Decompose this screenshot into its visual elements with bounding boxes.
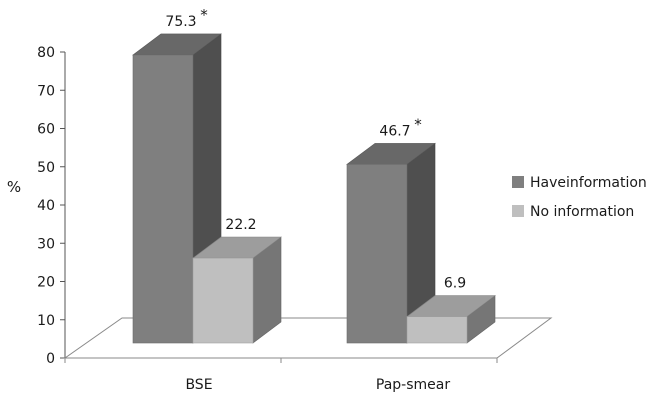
y-tick-label: 50 [37, 160, 55, 176]
y-tick-label: 60 [37, 122, 55, 138]
y-tick-label: 80 [37, 45, 55, 61]
bar-no-information [406, 316, 468, 344]
bar-no-information [192, 257, 254, 344]
legend-swatch [512, 205, 524, 217]
y-tick-label: 20 [37, 275, 55, 291]
data-label: 6.9 [444, 276, 466, 292]
y-tick-label: 70 [37, 83, 55, 99]
data-label: 46.7 [379, 123, 410, 139]
bar-have-information [132, 54, 194, 344]
legend-swatch [512, 176, 524, 188]
data-label: 75.3 [165, 14, 196, 30]
significance-marker: * [414, 115, 422, 133]
category-label: Pap-smear [376, 377, 450, 393]
legend-label: No information [530, 204, 634, 220]
category-label: BSE [185, 377, 212, 393]
bar-have-information [346, 164, 408, 344]
y-axis-title: % [7, 178, 21, 196]
y-tick-label: 30 [37, 236, 55, 252]
data-label: 22.2 [225, 217, 256, 233]
y-tick-label: 10 [37, 313, 55, 329]
legend-label: Haveinformation [530, 175, 647, 191]
y-tick-label: 0 [46, 351, 55, 367]
significance-marker: * [200, 6, 208, 24]
y-tick-label: 40 [37, 198, 55, 214]
